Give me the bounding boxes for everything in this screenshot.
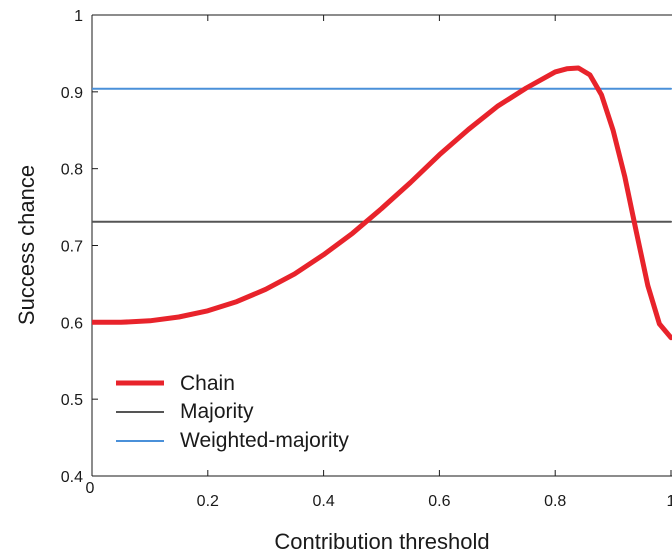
y-tick-label: 0.8 bbox=[61, 162, 83, 179]
x-tick-label: 0.8 bbox=[544, 493, 566, 510]
legend-label-weighted-majority: Weighted-majority bbox=[180, 429, 349, 452]
y-tick-label: 0.5 bbox=[61, 392, 83, 409]
legend: Chain Majority Weighted-majority bbox=[116, 372, 349, 452]
series-line-chain bbox=[92, 65, 672, 341]
x-tick-label: 0.2 bbox=[197, 493, 219, 510]
y-tick-label: 1 bbox=[74, 8, 83, 25]
x-axis-ticks: 0 0.2 0.4 0.6 0.8 1 bbox=[86, 15, 672, 510]
legend-label-majority: Majority bbox=[180, 400, 254, 423]
x-tick-label: 0.4 bbox=[312, 493, 334, 510]
x-tick-label: 0.6 bbox=[428, 493, 450, 510]
y-axis-ticks: 0.4 0.5 0.6 0.7 0.8 0.9 1 bbox=[61, 8, 98, 486]
y-tick-label: 0.6 bbox=[61, 315, 83, 332]
series-lines bbox=[92, 65, 672, 341]
y-tick-label: 0.7 bbox=[61, 239, 83, 256]
y-axis-title: Success chance bbox=[14, 165, 39, 325]
plot-area: 0.4 0.5 0.6 0.7 0.8 0.9 1 0 0.2 0.4 0.6 0.8 1 bbox=[61, 8, 672, 510]
x-axis-title: Contribution threshold bbox=[274, 529, 489, 554]
legend-label-chain: Chain bbox=[180, 372, 235, 395]
y-tick-label: 0.9 bbox=[61, 85, 83, 102]
y-tick-label: 0.4 bbox=[61, 469, 83, 486]
x-tick-label: 1 bbox=[667, 493, 672, 510]
x-tick-label: 0 bbox=[86, 480, 95, 497]
